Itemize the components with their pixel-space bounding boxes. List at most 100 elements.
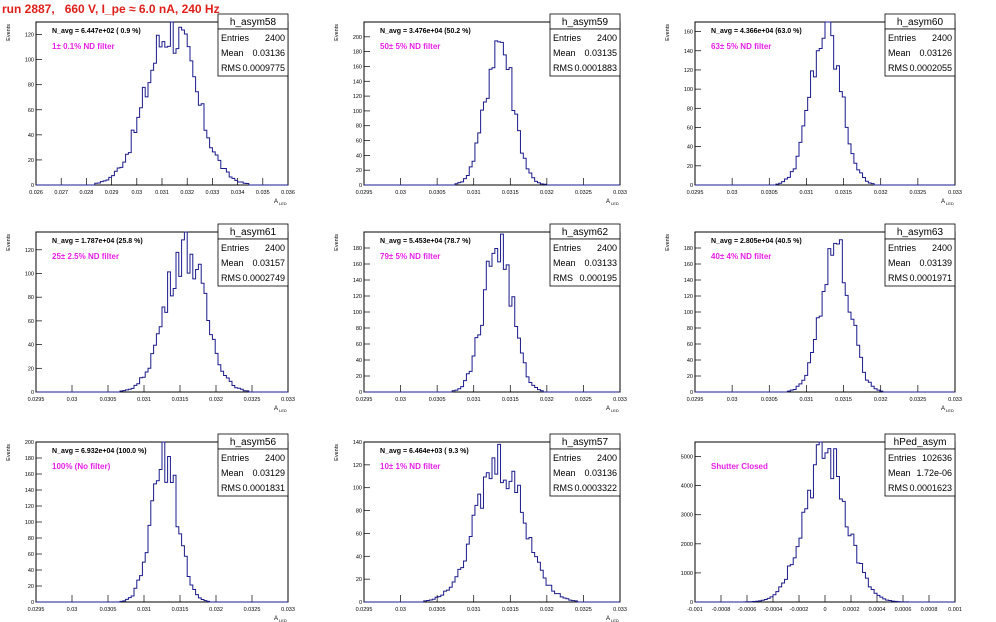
x-tick-label: 0.032: [540, 397, 554, 403]
stats-box: [217, 448, 289, 497]
x-tick-label: 0.0325: [575, 397, 592, 403]
y-tick-label: 120: [684, 294, 693, 300]
x-tick-label: 0.036: [281, 190, 295, 196]
x-tick-label: 0.0295: [356, 190, 373, 196]
x-tick-label: 0.032: [874, 190, 888, 196]
histogram-panel-h_asym60: 0 20 40 60 80 100 120 140 160 0.0295 0.03 0.0305 0.0…: [665, 13, 962, 206]
stats-entries-value: 2400: [597, 243, 617, 253]
stats-entries-value: 2400: [597, 453, 617, 463]
y-tick-label: 20: [356, 374, 362, 380]
filter-label: 25± 2.5% ND filter: [52, 252, 119, 261]
x-tick-label: 0.032: [540, 190, 554, 196]
y-tick-label: 80: [356, 509, 362, 515]
x-tick-label: 0.0325: [575, 607, 592, 613]
y-tick-label: 160: [353, 64, 362, 70]
y-tick-label: 160: [684, 262, 693, 268]
y-tick-label: 140: [684, 278, 693, 284]
y-tick-label: 180: [25, 456, 34, 462]
x-tick-label: 0.032: [209, 607, 223, 613]
x-tick-label: 0.0305: [429, 190, 446, 196]
stats-mean-label: Mean: [888, 258, 911, 268]
histogram-series: [364, 443, 620, 603]
x-tick-label: -0.0002: [790, 607, 809, 613]
x-tick-label: 0.03: [67, 607, 78, 613]
y-tick-label: 20: [28, 158, 34, 164]
histogram-name: h_asym59: [562, 17, 609, 28]
x-axis-label: A: [606, 406, 610, 412]
x-tick-label: 0.031: [800, 190, 814, 196]
histogram-name: h_asym58: [230, 17, 277, 28]
x-tick-label: 0.03: [131, 190, 142, 196]
x-tick-label: 0.031: [137, 397, 151, 403]
y-tick-label: 1000: [681, 571, 693, 577]
n-avg-label: N_avg = 4.366e+04 (63.0 %): [711, 28, 802, 35]
stats-mean-label: Mean: [553, 468, 576, 478]
stats-entries-value: 2400: [265, 33, 285, 43]
y-tick-label: 60: [28, 552, 34, 558]
stats-entries-value: 2400: [597, 33, 617, 43]
y-tick-label: 120: [25, 248, 34, 254]
stats-box: [549, 28, 621, 77]
stats-mean-label: Mean: [888, 48, 911, 58]
filter-label: 100% (No filter): [52, 462, 111, 471]
y-tick-label: 0: [31, 600, 34, 606]
x-axis-label: A: [274, 406, 278, 412]
stats-mean-label: Mean: [221, 48, 244, 58]
y-tick-label: 120: [25, 33, 34, 39]
y-tick-label: 40: [687, 358, 693, 364]
stats-mean-value: 0.03157: [252, 258, 285, 268]
stats-rms-label: RMS: [221, 63, 241, 73]
histogram-series: [36, 441, 288, 603]
stats-entries-label: Entries: [221, 243, 250, 253]
y-tick-label: 120: [684, 68, 693, 74]
x-tick-label: 0.0305: [429, 397, 446, 403]
x-axis-label: A: [606, 199, 610, 205]
x-tick-label: 0.033: [613, 607, 627, 613]
x-axis-label-sub: LED: [611, 201, 619, 206]
x-tick-label: 0.031: [467, 397, 481, 403]
y-tick-label: 100: [25, 271, 34, 277]
y-tick-label: 80: [687, 326, 693, 332]
stats-entries-value: 2400: [265, 453, 285, 463]
histogram-panel-h_asym63: 0 20 40 60 80 100 120 140 160 180 0.0295 0.03 0.0305…: [665, 223, 962, 413]
x-tick-label: 0.0315: [502, 397, 519, 403]
stats-rms-label: RMS: [221, 483, 241, 493]
filter-label: 10± 1% ND filter: [380, 462, 440, 471]
histogram-name: h_asym56: [230, 437, 277, 448]
x-tick-label: 0.0305: [100, 397, 117, 403]
x-tick-label: 0.034: [231, 190, 245, 196]
stats-box: [549, 238, 621, 287]
x-axis-label-sub: LED: [279, 408, 287, 413]
histogram-series: [36, 21, 288, 186]
histogram-name: h_asym57: [562, 437, 609, 448]
histogram-series: [36, 231, 288, 393]
y-tick-label: 180: [353, 246, 362, 252]
x-tick-label: -0.0004: [764, 607, 783, 613]
histogram-name: hPed_asym: [894, 437, 947, 448]
y-axis-label: Events: [665, 234, 671, 251]
x-tick-label: 0.033: [613, 397, 627, 403]
y-tick-label: 5000: [681, 455, 693, 461]
stats-rms-value: 0.0001623: [909, 483, 952, 493]
x-tick-label: 0.0002: [843, 607, 860, 613]
y-tick-label: 0: [690, 183, 693, 189]
y-tick-label: 20: [28, 584, 34, 590]
y-tick-label: 40: [356, 358, 362, 364]
x-axis-label-sub: LED: [279, 618, 287, 622]
x-tick-label: 0.0305: [100, 607, 117, 613]
histogram-panel-h_asym62: 0 20 40 60 80 100 120 140 160 180 0.0295 0.03 0.0305…: [334, 223, 627, 413]
run-title: run 2887, 660 V, I_pe ≈ 6.0 nA, 240 Hz: [2, 2, 220, 16]
x-tick-label: 0.0315: [172, 607, 189, 613]
y-tick-label: 180: [353, 50, 362, 56]
y-tick-label: 20: [356, 168, 362, 174]
y-tick-label: 100: [25, 520, 34, 526]
x-tick-label: 0.0315: [835, 190, 852, 196]
stats-rms-label: RMS: [553, 273, 573, 283]
y-tick-label: 80: [28, 83, 34, 89]
x-tick-label: 0.0325: [909, 190, 926, 196]
x-tick-label: 0.03: [727, 190, 738, 196]
stats-entries-label: Entries: [888, 33, 917, 43]
y-tick-label: 80: [28, 536, 34, 542]
x-tick-label: 0.0325: [244, 397, 261, 403]
histogram-name: h_asym61: [230, 227, 277, 238]
